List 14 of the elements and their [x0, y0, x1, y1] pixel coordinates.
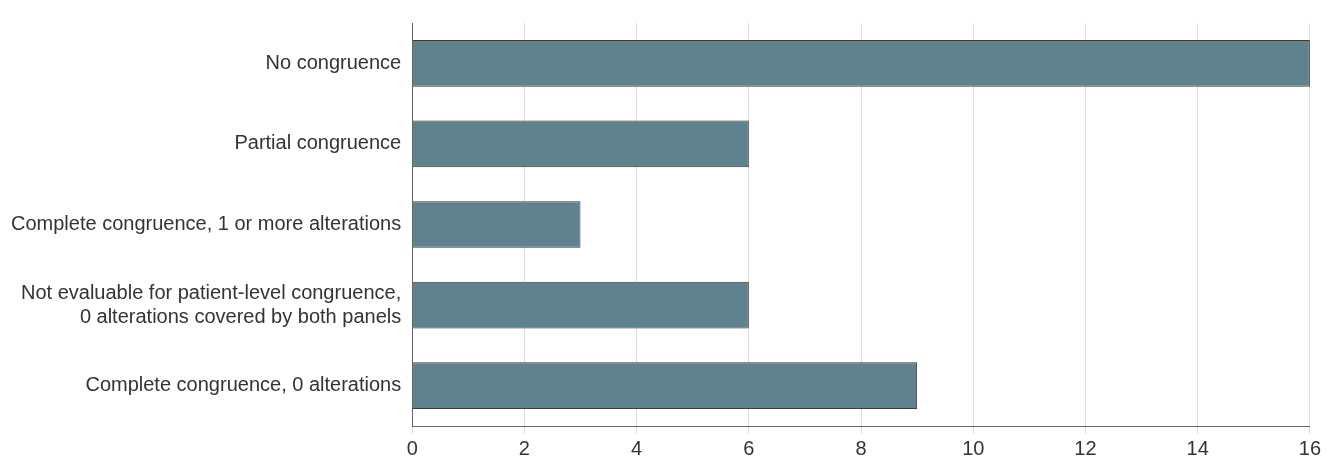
x-tick-label: 6: [743, 436, 755, 459]
x-tick-label: 2: [518, 436, 530, 459]
x-tick-label: 14: [1186, 436, 1209, 459]
x-tick-label: 4: [631, 436, 643, 459]
x-tick-label: 0: [406, 436, 418, 459]
y-tick-label: No congruence: [265, 50, 402, 73]
x-tick-label: 8: [855, 436, 867, 459]
y-tick-label: Not evaluable for patient-level congruence, 0 alterations covered by both panels: [20, 280, 402, 327]
x-tick-label: 16: [1298, 436, 1321, 459]
y-tick-label: Complete congruence, 1 or more alterations: [10, 212, 402, 235]
x-tick-label: 10: [962, 436, 985, 459]
y-tick-label: Complete congruence, 0 alterations: [85, 373, 402, 396]
y-tick-label: Partial congruence: [234, 131, 402, 154]
x-tick-label: 12: [1074, 436, 1097, 459]
